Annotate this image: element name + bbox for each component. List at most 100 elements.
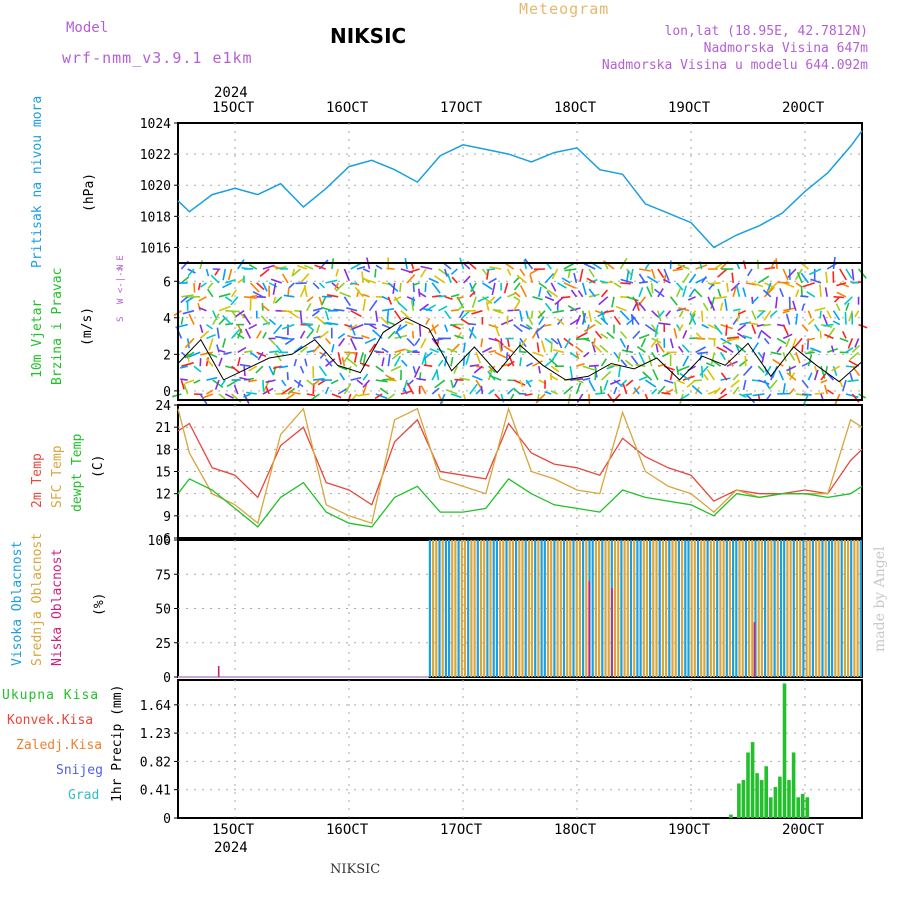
wind-arrow (437, 359, 444, 367)
wind-arrow (736, 310, 741, 322)
wind-arrow (675, 288, 682, 298)
wind-arrow (206, 389, 214, 395)
wind-arrow (393, 310, 402, 321)
wind-arrow (216, 327, 220, 339)
wind-arrow (832, 365, 838, 376)
wind-arrow (193, 379, 201, 384)
wind-arrow (701, 323, 709, 329)
wind-arrow (579, 268, 584, 282)
high-cloud-bar (684, 540, 687, 677)
wind-arrow (787, 268, 797, 278)
wind-arrow (181, 294, 194, 298)
pressure-ytick-label: 1018 (140, 210, 171, 225)
wind-arrow (742, 260, 747, 270)
wind-arrow (710, 359, 722, 367)
wind-arrow (380, 316, 389, 326)
high-cloud-bar (562, 540, 566, 677)
precip-bar (796, 797, 800, 818)
wind-arrow (806, 337, 815, 342)
wind-arrow (732, 373, 740, 381)
wind-arrow (619, 338, 627, 348)
wind-arrow (695, 337, 706, 340)
wind-arrow (720, 388, 727, 395)
wind-arrow (311, 310, 320, 317)
wind-arrow (342, 351, 352, 364)
wind-arrow (814, 324, 820, 332)
wind-arrow (275, 335, 289, 340)
lonlat-label: lon,lat (18.95E, 42.7812N) (664, 24, 869, 39)
wind-arrow (237, 328, 243, 339)
wind-arrow (836, 282, 847, 287)
wind-arrow (199, 324, 204, 334)
wind-arrow (713, 387, 721, 395)
wind-arrow (249, 351, 259, 359)
wind-arrow (275, 266, 287, 270)
wind-arrow (218, 393, 226, 400)
wind-arrow (679, 372, 690, 381)
wind-arrow (337, 365, 348, 371)
wind-arrow (845, 365, 857, 368)
wind-arrow (766, 282, 778, 293)
wind-arrow (368, 299, 378, 312)
wind-arrow (770, 351, 782, 356)
wind-arrow (560, 296, 571, 299)
wind-arrow (778, 370, 785, 381)
wind-arrow (814, 307, 826, 312)
wind-arrow (206, 288, 214, 298)
mid-cloud-bar (569, 540, 572, 677)
precip-ytick-label: 0.82 (140, 755, 171, 770)
high-cloud-bar (677, 540, 680, 677)
wind-arrow (406, 274, 416, 284)
wind-arrow (603, 309, 615, 314)
wind-arrow (726, 282, 729, 293)
wind-arrow (626, 296, 639, 302)
mid-cloud-bar (502, 540, 505, 677)
wind-arrow (396, 331, 402, 339)
wind-arrow (836, 291, 847, 298)
wind-arrow (473, 365, 483, 374)
wind-arrow (620, 282, 631, 285)
precip-label-freezing: Zaledj.Kisa (16, 738, 103, 753)
wind-arrow (425, 317, 431, 325)
wind-arrow (361, 271, 364, 283)
wind-arrow (450, 379, 454, 389)
wind-arrow (434, 379, 446, 389)
wind-arrow (250, 294, 258, 298)
wind-arrow (181, 362, 194, 367)
wind-arrow (312, 282, 320, 290)
wind-arrow (556, 338, 563, 349)
wind-arrow (525, 362, 533, 367)
cloud-ytick-label: 100 (148, 534, 171, 549)
wind-arrow (824, 287, 828, 297)
wind-arrow (842, 379, 847, 392)
wind-arrow (693, 379, 702, 382)
mid-cloud-bar (795, 540, 799, 677)
wind-arrow (346, 307, 358, 312)
mid-cloud-bar (607, 540, 610, 677)
wind-arrow (489, 266, 502, 270)
wind-arrow (299, 330, 306, 339)
wind-arrow (583, 323, 596, 332)
pressure-ytick-label: 1016 (140, 241, 171, 256)
wind-arrow (295, 282, 307, 285)
high-cloud-bar (716, 540, 719, 677)
wind-arrow (402, 387, 408, 395)
temp-2m-line (177, 418, 863, 506)
wind-arrow (588, 268, 595, 278)
wind-arrow (557, 282, 567, 289)
wind-arrow (304, 264, 314, 270)
wind-arrow (588, 288, 596, 298)
wind-arrow (256, 282, 265, 291)
wind-arrow (577, 290, 584, 298)
wind-arrow (214, 268, 220, 276)
wind-arrow (223, 351, 232, 355)
wind-arrow (180, 378, 188, 381)
wind-arrow (800, 272, 810, 284)
wind-arrow (810, 278, 822, 284)
wind-arrow (720, 372, 728, 381)
wind-arrow (222, 338, 227, 348)
wind-arrow (730, 282, 740, 292)
wind-arrow (650, 268, 656, 279)
wind-arrow (272, 365, 282, 370)
wind-arrow (500, 393, 505, 403)
